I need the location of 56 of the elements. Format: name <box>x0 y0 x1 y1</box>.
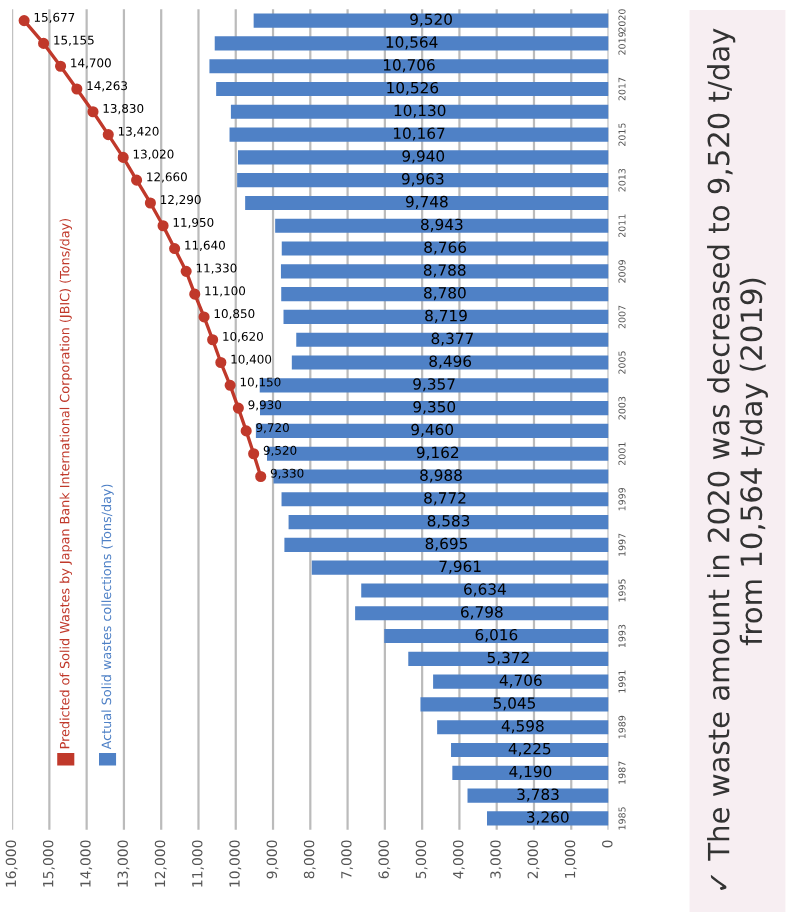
point <box>157 220 169 232</box>
bar <box>296 332 609 347</box>
point <box>224 379 236 391</box>
bar <box>291 355 609 370</box>
point <box>240 425 252 437</box>
point <box>87 106 99 118</box>
bar <box>230 104 609 119</box>
point <box>144 197 156 209</box>
point <box>169 243 181 255</box>
point <box>232 402 244 414</box>
text: ✓ The waste amount in 2020 was decreased to 9,520 t/day from 10,564 t/day (2019) <box>707 28 768 891</box>
bar <box>253 13 609 28</box>
point <box>54 60 67 72</box>
point <box>38 37 50 49</box>
bar <box>237 173 609 188</box>
bar <box>209 59 609 74</box>
bar <box>229 127 609 142</box>
bar <box>437 720 609 735</box>
bar <box>467 788 609 803</box>
bar <box>281 241 609 256</box>
bar <box>288 515 609 530</box>
bar <box>255 423 609 438</box>
point <box>117 151 129 163</box>
bar <box>311 560 609 575</box>
bar <box>384 628 609 644</box>
point <box>207 334 219 346</box>
bar <box>487 811 609 826</box>
bar <box>281 492 609 507</box>
bar <box>280 264 609 279</box>
bar <box>266 446 609 461</box>
point <box>18 15 30 27</box>
point <box>248 448 260 460</box>
bar <box>408 651 609 666</box>
point <box>131 174 143 186</box>
point <box>180 265 192 277</box>
bar <box>283 309 609 324</box>
bar <box>216 81 609 97</box>
point <box>255 470 267 483</box>
bar <box>275 218 609 233</box>
point <box>215 356 227 369</box>
bar <box>281 287 609 302</box>
bar <box>452 765 609 780</box>
point <box>71 83 83 95</box>
bar <box>433 674 609 689</box>
bar <box>237 150 609 165</box>
bar <box>214 36 609 51</box>
bar <box>245 195 609 211</box>
bar <box>451 742 609 758</box>
bar <box>284 537 609 552</box>
bar <box>273 469 609 484</box>
point <box>198 311 210 323</box>
point <box>102 129 114 141</box>
point <box>189 288 201 300</box>
bar <box>420 697 609 712</box>
bar <box>361 583 609 598</box>
bar <box>355 606 609 621</box>
